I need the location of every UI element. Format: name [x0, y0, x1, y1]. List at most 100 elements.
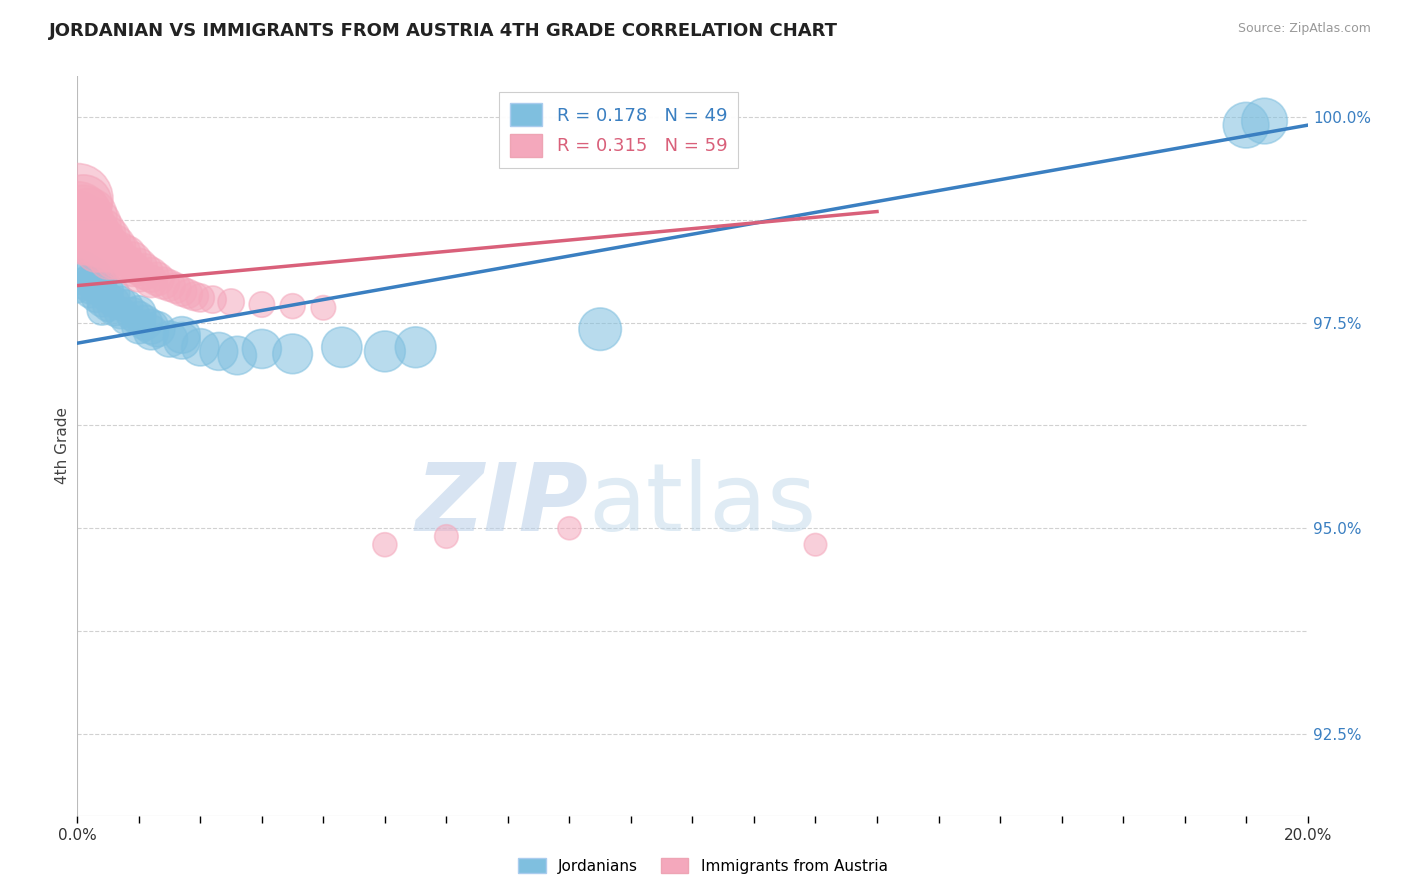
- Point: [250, 342, 273, 356]
- Point: [79, 229, 101, 244]
- Point: [66, 209, 89, 223]
- Legend: Jordanians, Immigrants from Austria: Jordanians, Immigrants from Austria: [512, 852, 894, 880]
- Point: [84, 217, 107, 231]
- Point: [208, 344, 231, 359]
- Text: JORDANIAN VS IMMIGRANTS FROM AUSTRIA 4TH GRADE CORRELATION CHART: JORDANIAN VS IMMIGRANTS FROM AUSTRIA 4TH…: [49, 22, 838, 40]
- Point: [170, 327, 193, 342]
- Point: [281, 299, 304, 313]
- Point: [103, 295, 125, 310]
- Point: [79, 262, 101, 277]
- Point: [141, 319, 163, 334]
- Point: [90, 295, 114, 310]
- Point: [115, 248, 138, 262]
- Point: [226, 349, 249, 363]
- Point: [103, 303, 125, 318]
- Point: [170, 334, 193, 348]
- Point: [188, 291, 212, 305]
- Point: [152, 276, 174, 290]
- Point: [84, 225, 107, 239]
- Point: [97, 245, 120, 260]
- Point: [72, 278, 94, 293]
- Point: [110, 245, 132, 260]
- Point: [177, 286, 200, 301]
- Point: [72, 237, 94, 252]
- Point: [66, 192, 89, 206]
- Point: [90, 245, 114, 260]
- Point: [115, 299, 138, 313]
- Point: [183, 289, 205, 303]
- Y-axis label: 4th Grade: 4th Grade: [55, 408, 70, 484]
- Point: [165, 281, 187, 295]
- Point: [374, 344, 396, 359]
- Point: [121, 307, 143, 321]
- Point: [1253, 114, 1275, 128]
- Point: [188, 340, 212, 354]
- Point: [115, 256, 138, 270]
- Point: [128, 311, 150, 326]
- Point: [134, 264, 156, 278]
- Point: [72, 204, 94, 219]
- Point: [84, 232, 107, 246]
- Point: [66, 283, 89, 297]
- Text: Source: ZipAtlas.com: Source: ZipAtlas.com: [1237, 22, 1371, 36]
- Point: [250, 297, 273, 311]
- Point: [121, 262, 143, 277]
- Point: [159, 332, 181, 346]
- Point: [115, 311, 138, 326]
- Point: [84, 245, 107, 260]
- Point: [103, 245, 125, 260]
- Point: [72, 221, 94, 235]
- Point: [121, 253, 143, 268]
- Point: [72, 275, 94, 289]
- Point: [128, 268, 150, 282]
- Point: [97, 232, 120, 246]
- Point: [110, 253, 132, 268]
- Point: [330, 340, 353, 354]
- Point: [72, 229, 94, 244]
- Point: [72, 258, 94, 272]
- Point: [159, 278, 181, 293]
- Point: [103, 239, 125, 253]
- Point: [72, 212, 94, 227]
- Point: [201, 293, 224, 307]
- Point: [405, 340, 427, 354]
- Point: [141, 326, 163, 340]
- Point: [146, 322, 169, 336]
- Point: [84, 275, 107, 289]
- Point: [66, 217, 89, 231]
- Point: [97, 283, 120, 297]
- Point: [90, 283, 114, 297]
- Point: [90, 239, 114, 253]
- Point: [79, 217, 101, 231]
- Point: [134, 316, 156, 330]
- Point: [219, 295, 242, 310]
- Point: [97, 253, 120, 268]
- Point: [170, 285, 193, 299]
- Point: [128, 319, 150, 334]
- Point: [128, 260, 150, 274]
- Point: [79, 275, 101, 289]
- Point: [72, 196, 94, 211]
- Point: [79, 223, 101, 237]
- Point: [90, 303, 114, 318]
- Point: [79, 237, 101, 252]
- Text: atlas: atlas: [588, 459, 815, 551]
- Point: [312, 301, 335, 315]
- Point: [79, 270, 101, 285]
- Point: [374, 538, 396, 552]
- Point: [90, 275, 114, 289]
- Point: [79, 286, 101, 301]
- Point: [141, 275, 163, 289]
- Point: [79, 209, 101, 223]
- Point: [103, 253, 125, 268]
- Point: [97, 291, 120, 305]
- Point: [84, 283, 107, 297]
- Point: [281, 347, 304, 361]
- Point: [84, 266, 107, 280]
- Point: [146, 272, 169, 286]
- Point: [589, 322, 612, 336]
- Point: [66, 225, 89, 239]
- Text: ZIP: ZIP: [415, 459, 588, 551]
- Point: [97, 239, 120, 253]
- Point: [90, 232, 114, 246]
